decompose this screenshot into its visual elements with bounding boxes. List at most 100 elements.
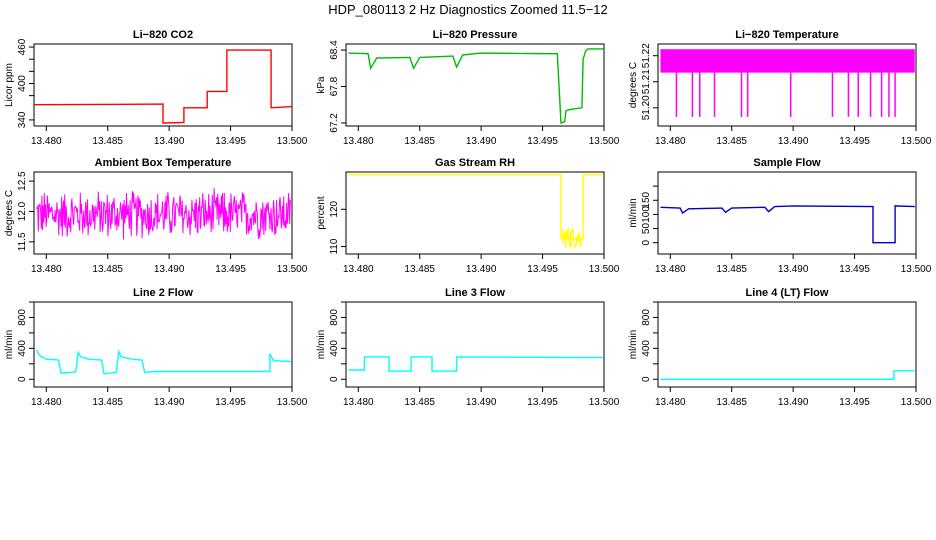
x-tick-label: 13.500 [277, 397, 308, 408]
x-tick-label: 13.490 [778, 264, 809, 275]
data-line [35, 348, 291, 375]
x-tick-label: 13.480 [655, 136, 686, 147]
data-line [36, 188, 291, 240]
x-tick-label: 13.500 [277, 264, 308, 275]
plot-frame [657, 43, 917, 127]
x-tick-label: 13.490 [154, 264, 185, 275]
y-tick-label: 100 [641, 206, 652, 223]
x-tick-label: 13.485 [404, 264, 435, 275]
x-tick-label: 13.490 [778, 136, 809, 147]
x-tick-label: 13.485 [404, 136, 435, 147]
y-tick-label: 67.2 [329, 113, 340, 133]
y-tick-label: 0 [641, 239, 652, 245]
x-tick-label: 13.495 [839, 136, 870, 147]
y-tick-label: 0 [329, 376, 340, 382]
x-tick-label: 13.500 [589, 264, 620, 275]
y-tick-label: 11.5 [17, 232, 28, 251]
x-tick-label: 13.490 [154, 397, 185, 408]
y-axis-label: ml/min [628, 198, 639, 227]
panel-9: Line 4 (LT) Flow ml/min 13.480 13.485 13.490… [628, 287, 932, 408]
x-tick-label: 13.495 [215, 397, 246, 408]
x-tick-label: 13.500 [901, 136, 932, 147]
plot-frame [345, 43, 605, 127]
y-tick-label: 12.0 [17, 201, 28, 221]
y-tick-label: 400 [17, 340, 28, 357]
y-axis-label: percent [316, 196, 327, 230]
x-tick-label: 13.485 [92, 136, 123, 147]
x-tick-label: 13.480 [31, 397, 62, 408]
x-tick-label: 13.495 [215, 136, 246, 147]
data-band [660, 49, 915, 73]
panel-title: Li−820 CO2 [133, 29, 193, 41]
panel-7: Line 2 Flow ml/min 13.480 13.485 13.490 13.49… [4, 287, 308, 408]
x-tick-label: 13.500 [277, 136, 308, 147]
data-line [348, 48, 604, 124]
x-tick-label: 13.485 [404, 397, 435, 408]
y-tick-label: 800 [329, 309, 340, 326]
y-axis-label: degrees C [628, 62, 639, 108]
y-tick-label: 67.8 [329, 76, 340, 96]
figure-title: HDP_080113 2 Hz Diagnostics Zoomed 11.5−… [328, 2, 608, 17]
y-axis-label: ml/min [4, 330, 15, 359]
x-tick-label: 13.490 [466, 136, 497, 147]
panel-title: Li−820 Temperature [735, 29, 838, 41]
panel-4: Ambient Box Temperature degrees C 13.480 13… [4, 157, 308, 275]
y-tick-label: 51.20 [641, 95, 652, 120]
plot-frame [657, 301, 917, 388]
x-tick-label: 13.500 [901, 264, 932, 275]
y-tick-label: 12.5 [17, 171, 28, 191]
x-tick-label: 13.485 [716, 136, 747, 147]
panel-title: Gas Stream RH [435, 157, 515, 169]
plot-frame [33, 171, 293, 255]
x-tick-label: 13.485 [716, 264, 747, 275]
x-tick-label: 13.480 [343, 397, 374, 408]
data-line [348, 356, 603, 372]
x-tick-label: 13.485 [92, 264, 123, 275]
panel-title: Sample Flow [753, 157, 821, 169]
plot-frame [345, 301, 605, 388]
data-noise [561, 226, 583, 249]
panel-title: Ambient Box Temperature [95, 157, 232, 169]
x-tick-label: 13.495 [527, 264, 558, 275]
data-line [33, 49, 293, 124]
x-tick-label: 13.500 [589, 397, 620, 408]
x-tick-label: 13.490 [778, 397, 809, 408]
y-tick-label: 400 [17, 75, 28, 92]
y-tick-label: 0 [17, 376, 28, 382]
plot-frame [33, 43, 293, 127]
y-tick-label: 68.4 [329, 40, 340, 60]
panel-2: Li−820 Pressure kPa 13.480 13.485 13.490 13.4… [316, 29, 620, 147]
y-tick-label: 400 [641, 340, 652, 357]
x-tick-label: 13.480 [343, 264, 374, 275]
x-tick-label: 13.500 [901, 397, 932, 408]
x-tick-label: 13.480 [31, 136, 62, 147]
x-tick-label: 13.495 [527, 397, 558, 408]
y-axis-label: degrees C [4, 190, 15, 236]
y-tick-label: 340 [17, 111, 28, 128]
x-tick-label: 13.500 [589, 136, 620, 147]
data-line [660, 205, 915, 244]
x-tick-label: 13.495 [215, 264, 246, 275]
panel-title: Li−820 Pressure [433, 29, 518, 41]
y-axis-label: Licor ppm [4, 63, 15, 107]
y-tick-label: 400 [329, 340, 340, 357]
panel-8: Line 3 Flow ml/min 13.480 13.485 13.490 13.49… [316, 287, 620, 408]
panel-5: Gas Stream RH percent 13.480 13.485 13.490 13… [316, 157, 620, 275]
x-tick-label: 13.495 [527, 136, 558, 147]
x-tick-label: 13.490 [466, 264, 497, 275]
y-tick-label: 51.22 [641, 43, 652, 68]
x-tick-label: 13.480 [31, 264, 62, 275]
y-axis-label: kPa [316, 76, 327, 94]
y-tick-label: 51.21 [641, 69, 652, 94]
panel-title: Line 2 Flow [133, 287, 193, 299]
panel-3: Li−820 Temperature degrees C 13.480 13.485 1… [628, 29, 932, 147]
x-tick-label: 13.480 [655, 397, 686, 408]
y-axis-label: ml/min [628, 330, 639, 359]
x-tick-label: 13.480 [655, 264, 686, 275]
x-tick-label: 13.485 [92, 397, 123, 408]
panel-6: Sample Flow ml/min 13.480 13.485 13.490 13.49… [628, 157, 932, 275]
y-tick-label: 800 [17, 309, 28, 326]
y-tick-label: 800 [641, 309, 652, 326]
plot-frame [657, 171, 917, 255]
